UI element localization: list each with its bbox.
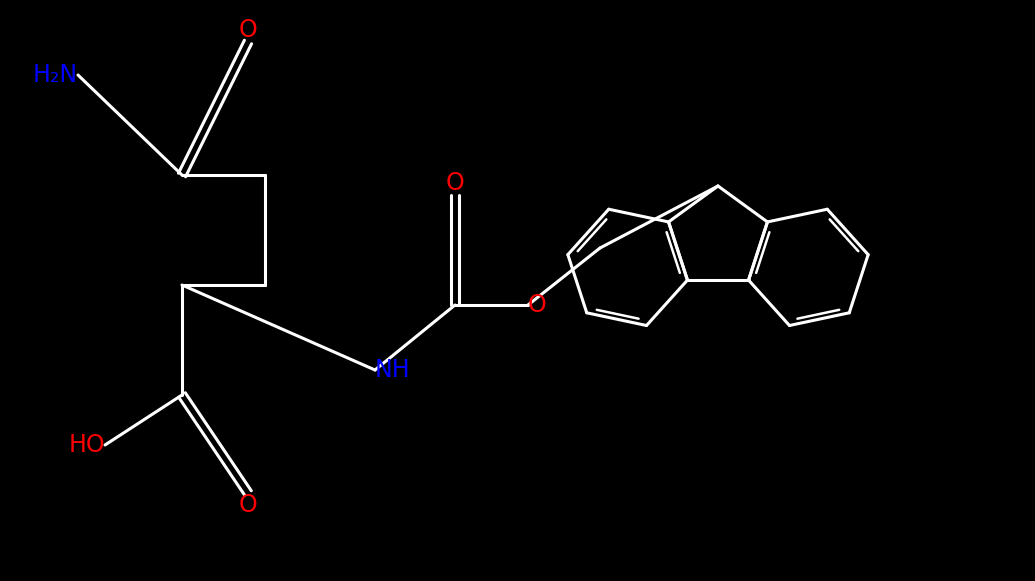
Text: O: O [446, 171, 465, 195]
Text: HO: HO [68, 433, 105, 457]
Text: O: O [239, 493, 258, 517]
Text: O: O [239, 18, 258, 42]
Text: H₂N: H₂N [33, 63, 78, 87]
Text: O: O [528, 293, 546, 317]
Text: NH: NH [375, 358, 411, 382]
